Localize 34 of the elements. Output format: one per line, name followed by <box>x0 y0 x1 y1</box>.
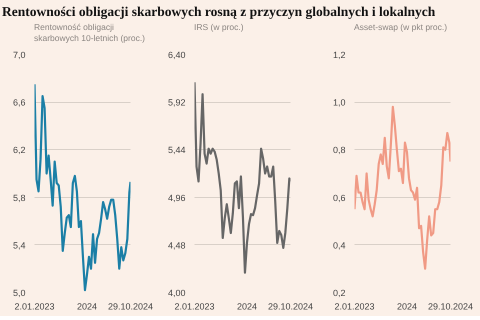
x-tick-label: 2024 <box>396 302 417 312</box>
y-tick-label: 6,2 <box>12 145 26 156</box>
x-tick-label: 2024 <box>76 302 97 312</box>
x-tick-label: 29.10.2024 <box>108 302 154 312</box>
y-tick-label: 5,44 <box>168 145 186 156</box>
chart-subtitle: Asset-swap (w pkt proc.) <box>354 22 448 33</box>
y-tick-label: 5,0 <box>12 288 26 298</box>
chart-subtitle: Rentowność obligacji skarbowych 10-letnich (proc.) <box>34 22 146 44</box>
y-tick-label: 5,92 <box>168 98 186 108</box>
y-tick-label: 4,48 <box>168 240 186 250</box>
y-tick-label: 4,00 <box>168 288 186 298</box>
x-tick-label: 2024 <box>236 302 257 312</box>
y-tick-label: 0,8 <box>332 145 346 156</box>
y-tick-label: 0,2 <box>332 288 346 298</box>
line-series <box>354 106 450 270</box>
y-tick-label: 6,6 <box>12 98 26 108</box>
y-tick-label: 0,4 <box>332 240 346 250</box>
line-series <box>34 83 130 292</box>
y-tick-label: 5,4 <box>12 240 26 250</box>
y-tick-label: 0,6 <box>332 192 346 203</box>
y-tick-label: 1,2 <box>332 50 346 60</box>
x-tick-label: 29.10.2024 <box>268 302 314 312</box>
text: Rentowności obligacji skarbowych rosną z przyczyn globalnych i lokalnych <box>2 3 436 21</box>
y-tick-label: 1,0 <box>332 98 346 108</box>
x-tick-label: 2.01.2023 <box>334 302 375 312</box>
x-tick-label: 2.01.2023 <box>174 302 215 312</box>
y-tick-label: 7,0 <box>12 50 26 60</box>
y-tick-label: 5,8 <box>12 192 26 203</box>
line-series <box>194 81 290 274</box>
y-tick-label: 6,40 <box>168 50 186 60</box>
chart-subtitle: IRS (w proc.) <box>194 22 244 33</box>
y-tick-label: 4,96 <box>168 192 186 203</box>
x-tick-label: 2.01.2023 <box>14 302 55 312</box>
x-tick-label: 29.10.2024 <box>428 302 474 312</box>
